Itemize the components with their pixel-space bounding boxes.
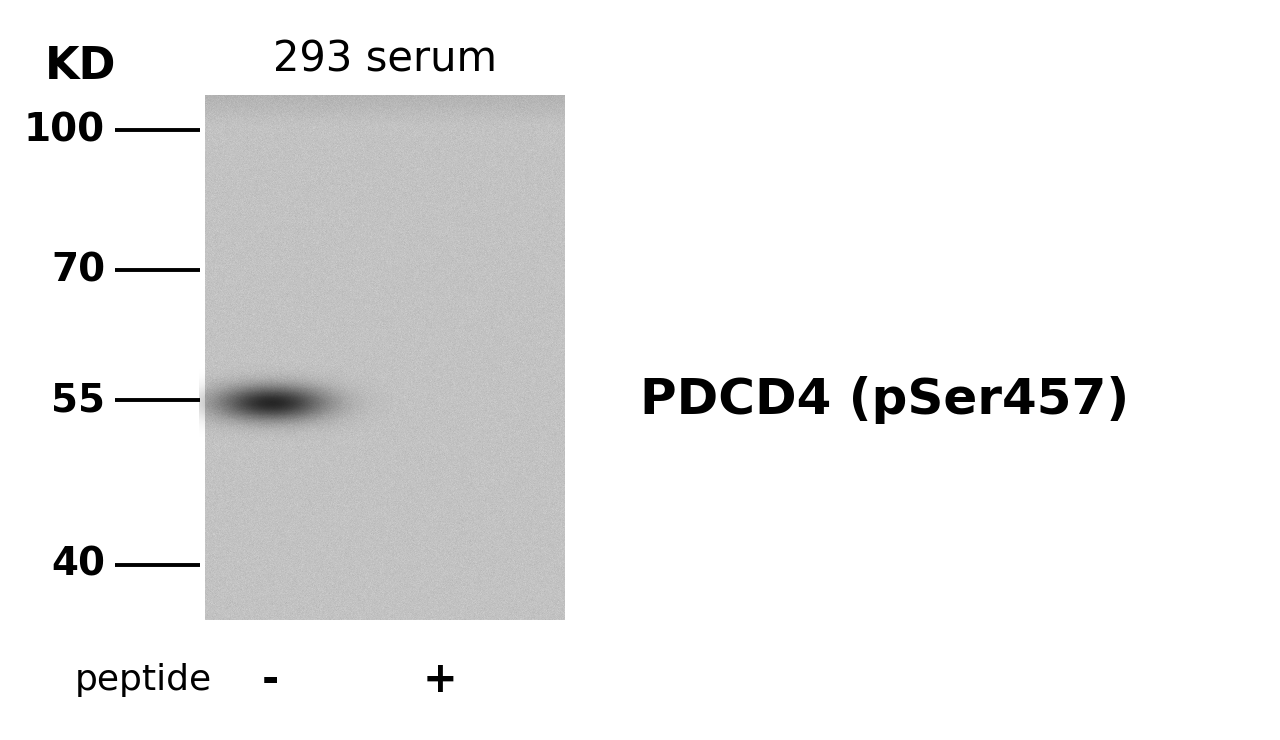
Text: 40: 40: [51, 546, 105, 584]
Text: 70: 70: [51, 251, 105, 289]
Text: 55: 55: [51, 381, 105, 419]
Text: 100: 100: [24, 111, 105, 149]
Text: -: -: [261, 659, 279, 701]
Text: 293 serum: 293 serum: [273, 39, 497, 81]
Text: +: +: [422, 659, 457, 701]
Text: KD: KD: [45, 45, 116, 88]
Text: peptide: peptide: [76, 663, 212, 697]
Text: PDCD4 (pSer457): PDCD4 (pSer457): [640, 376, 1129, 424]
